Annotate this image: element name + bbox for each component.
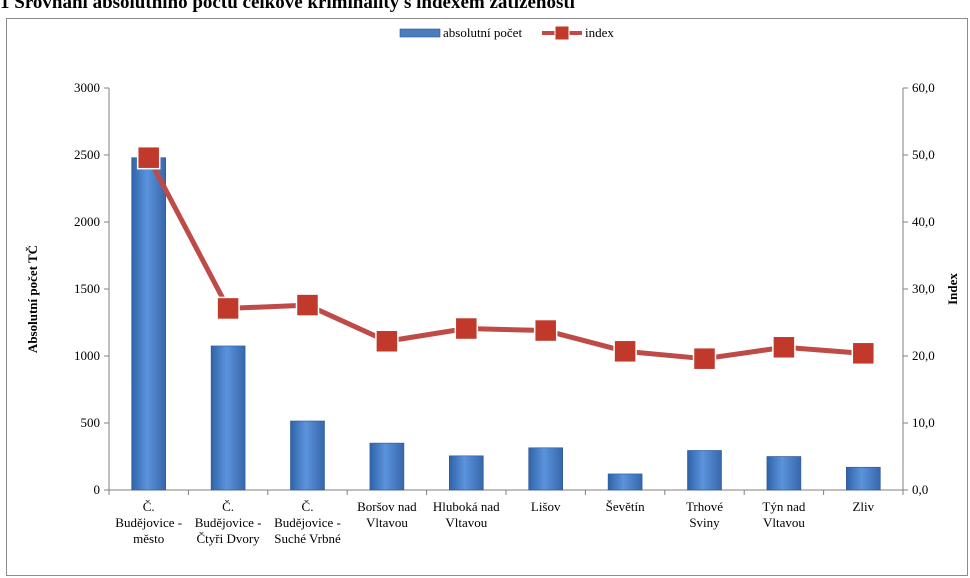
category-label: Boršov nad Vltavou (357, 499, 417, 530)
category-label: Č. Budějovice -Čtyři Dvory (195, 499, 262, 546)
combo-chart: absolutní počet index 0 500 1000 1500 2000 250… (25, 25, 960, 546)
bar (369, 442, 405, 491)
line-point (454, 316, 479, 341)
category-label-line: město (133, 531, 164, 546)
y-tick-label-left: 3000 (74, 80, 100, 95)
legend-swatch-marker (554, 25, 570, 41)
category-label-line: Sviny (689, 515, 720, 530)
bar-series (131, 157, 881, 491)
category-label-line: Ševětín (606, 499, 645, 514)
chart-axes: 0 500 1000 1500 2000 2500 3000 0,0 10,0 20,0 30,0 4… (25, 80, 960, 497)
bar (131, 157, 166, 491)
category-label-line: Boršov nad (357, 499, 417, 514)
bar (687, 450, 722, 491)
y-tick-label-left: 0 (94, 482, 101, 497)
category-label-line: Budějovice - (115, 515, 182, 530)
line-point (851, 341, 876, 366)
y-tick-label-left: 1000 (74, 348, 100, 363)
bar (448, 455, 484, 491)
legend-swatch-bar (399, 28, 441, 38)
line-point (613, 339, 637, 364)
category-label-line: Zliv (852, 499, 874, 514)
line-point (772, 335, 796, 360)
y-tick-label-right: 60,0 (912, 80, 935, 95)
y-tick-label-right: 50,0 (912, 147, 935, 162)
y-tick-label-right: 20,0 (912, 348, 935, 363)
chart-legend: absolutní počet index (399, 25, 614, 41)
y-tick-label-left: 1500 (74, 281, 100, 296)
y-tick-label-left: 500 (81, 415, 101, 430)
y-axis-title-right: Index (945, 273, 960, 305)
line-point (375, 329, 399, 354)
category-label: Týn nad Vltavou (762, 499, 805, 530)
category-label: Lišov (531, 499, 561, 514)
category-label-line: Budějovice - (195, 515, 262, 530)
y-tick-label-right: 40,0 (912, 214, 935, 229)
line-series (136, 145, 876, 371)
index-line (146, 156, 864, 362)
category-label: Zliv (852, 499, 874, 514)
category-label-line: Vltavou (445, 515, 487, 530)
category-label-line: Týn nad (762, 499, 805, 514)
bar (607, 473, 643, 491)
line-point (216, 296, 240, 321)
category-label: Hluboká nad Vltavou (433, 499, 500, 530)
category-label-line: Č. (222, 499, 234, 514)
category-label-line: Č. (143, 499, 155, 514)
category-label-line: Trhové (686, 499, 723, 514)
line-point (533, 318, 558, 343)
category-label: Č. Budějovice -Suché Vrbné (274, 499, 341, 546)
bar (766, 456, 802, 491)
bar (528, 447, 564, 491)
y-tick-label-right: 0,0 (912, 482, 928, 497)
category-label-line: Čtyři Dvory (196, 531, 260, 546)
page-title: 1 Srovnání absolutního počtu celkové kri… (0, 0, 575, 13)
category-label-line: Hluboká nad (433, 499, 500, 514)
category-label-line: Č. (302, 499, 314, 514)
category-label-line: Suché Vrbné (274, 531, 341, 546)
category-label-line: Budějovice - (274, 515, 341, 530)
category-label-line: Lišov (531, 499, 561, 514)
category-label-line: Vltavou (763, 515, 805, 530)
y-tick-label-right: 30,0 (912, 281, 935, 296)
category-label-line: Vltavou (366, 515, 408, 530)
chart-frame: absolutní počet index 0 500 1000 1500 2000 250… (6, 18, 968, 576)
line-point (692, 346, 717, 371)
y-tick-label-left: 2000 (74, 214, 100, 229)
line-point (136, 145, 161, 170)
bar (290, 420, 325, 491)
y-tick-label-right: 10,0 (912, 415, 935, 430)
y-tick-label-left: 2500 (74, 147, 100, 162)
category-label: Trhové Sviny (686, 499, 723, 530)
legend-label-line: index (585, 25, 614, 40)
category-label: Č. Budějovice -město (115, 499, 182, 546)
bar (210, 345, 246, 491)
legend-label-bar: absolutní počet (443, 25, 522, 40)
line-point (295, 293, 320, 317)
y-axis-title-left: Absolutní počet TČ (25, 245, 40, 353)
category-label: Ševětín (606, 499, 645, 514)
bar (845, 466, 881, 491)
